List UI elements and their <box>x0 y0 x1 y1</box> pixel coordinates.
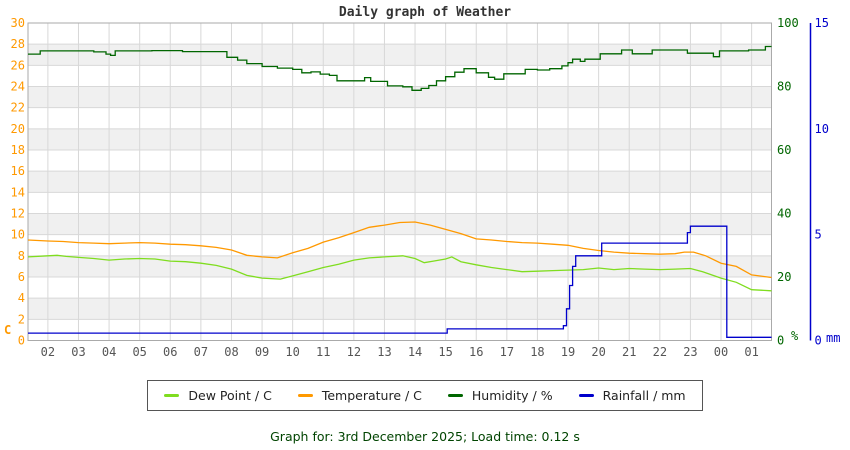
legend-swatch <box>297 394 313 397</box>
axis-tick-label: C <box>4 323 11 337</box>
chart-title: Daily graph of Weather <box>338 5 512 20</box>
axis-tick-label: 22 <box>11 101 25 115</box>
axis-tick-label: 0 <box>815 334 822 348</box>
axis-tick-label: 10 <box>11 228 25 242</box>
axis-tick-label: 8 <box>18 249 25 263</box>
axis-tick-label: 2 <box>18 312 25 326</box>
axis-tick-label: 05 <box>132 345 146 359</box>
legend-label: Dew Point / C <box>188 388 272 403</box>
axis-tick-label: 16 <box>469 345 483 359</box>
axis-tick-label: 09 <box>255 345 269 359</box>
axis-tick-label: mm <box>826 331 840 345</box>
axis-tick-label: 23 <box>683 345 697 359</box>
axis-tick-label: 07 <box>194 345 208 359</box>
legend-label: Temperature / C <box>321 388 422 403</box>
axis-tick-label: 30 <box>11 16 25 30</box>
axis-tick-label: 18 <box>530 345 544 359</box>
axis-tick-label: 06 <box>163 345 177 359</box>
plot-border <box>27 22 772 341</box>
axis-tick-label: 24 <box>11 80 25 94</box>
plot-stripe <box>28 298 772 320</box>
axis-tick-label: 14 <box>408 345 422 359</box>
axis-tick-label: 12 <box>347 345 361 359</box>
series-dew-point-c <box>27 254 772 292</box>
axis-tick-label: 28 <box>11 37 25 51</box>
axis-tick-label: 12 <box>11 207 25 221</box>
series-humidity <box>28 45 772 91</box>
plot-stripe <box>28 44 772 66</box>
legend-box: Dew Point / C Temperature / C Humidity / %… <box>147 380 703 411</box>
axis-tick-label: 40 <box>777 207 791 221</box>
legend-label: Rainfall / mm <box>602 388 686 403</box>
axis-tick-label: 13 <box>377 345 391 359</box>
series-rainfall-mm <box>28 225 772 338</box>
axis-tick-label: 15 <box>438 345 452 359</box>
axis-tick-label: 20 <box>11 122 25 136</box>
legend-label: Humidity / % <box>471 388 553 403</box>
axis-tick-label: 03 <box>71 345 85 359</box>
plot-stripe <box>28 128 772 150</box>
legend-item-rainfall-mm: Rainfall / mm <box>578 388 686 403</box>
axis-tick-label: 4 <box>18 291 25 305</box>
axis-tick-label: 10 <box>815 122 829 136</box>
axis-tick-label: 0 <box>18 334 25 348</box>
axis-tick-label: 80 <box>777 80 791 94</box>
legend-item-temperature-c: Temperature / C <box>297 388 422 403</box>
legend-item-humidity: Humidity / % <box>447 388 553 403</box>
axis-tick-label: 02 <box>41 345 55 359</box>
axis-tick-label: 100 <box>777 16 799 30</box>
axis-tick-label: 00 <box>714 345 728 359</box>
axis-tick-label: 16 <box>11 164 25 178</box>
axis-tick-label: 17 <box>500 345 514 359</box>
axis-tick-label: 18 <box>11 143 25 157</box>
plot-stripe <box>28 86 772 108</box>
axis-tick-label: 08 <box>224 345 238 359</box>
axis-tick-label: 20 <box>591 345 605 359</box>
axis-tick-label: 11 <box>316 345 330 359</box>
axis-tick-label: 26 <box>11 58 25 72</box>
axis-tick-label: 0 <box>777 334 784 348</box>
axis-tick-label: 60 <box>777 143 791 157</box>
plot-stripe <box>28 213 772 235</box>
axis-tick-label: 5 <box>815 228 822 242</box>
axis-tick-label: 01 <box>744 345 758 359</box>
legend-swatch <box>164 394 180 397</box>
axis-tick-label: 15 <box>815 16 829 30</box>
legend-item-dew-point-c: Dew Point / C <box>164 388 272 403</box>
axis-tick-label: 20 <box>777 270 791 284</box>
axis-tick-label: % <box>791 329 799 343</box>
plot-stripe <box>28 171 772 193</box>
series-temperature-c <box>27 221 772 279</box>
plot-area: 024681012141618202224262830C020406080100… <box>4 16 840 359</box>
axis-tick-label: 04 <box>102 345 116 359</box>
legend-swatch <box>578 394 594 397</box>
axis-tick-label: 14 <box>11 185 25 199</box>
footer-text: Graph for: 3rd December 2025; Load time:… <box>270 429 580 444</box>
axis-tick-label: 19 <box>561 345 575 359</box>
axis-tick-label: 22 <box>653 345 667 359</box>
axis-tick-label: 10 <box>285 345 299 359</box>
legend-swatch <box>447 394 463 397</box>
axis-tick-label: 6 <box>18 270 25 284</box>
legend: Dew Point / C Temperature / C Humidity / %… <box>0 380 850 411</box>
plot-stripe <box>28 255 772 277</box>
axis-tick-label: 21 <box>622 345 636 359</box>
